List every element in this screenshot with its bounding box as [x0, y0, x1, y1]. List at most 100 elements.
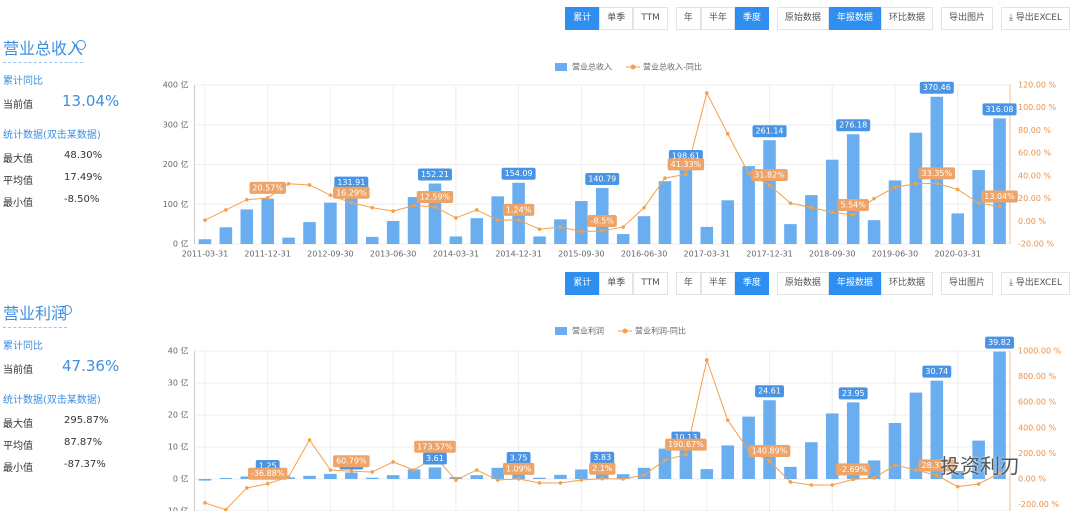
button[interactable]: 年 [675, 7, 701, 30]
x-tick-label: 2016-06-30 [621, 250, 668, 259]
button-group: 累计 单季 TTM [565, 272, 668, 295]
point [600, 476, 605, 481]
data-label: 33.35% [918, 167, 956, 180]
button[interactable]: 单季 [599, 7, 634, 30]
point [370, 470, 375, 474]
bar [825, 413, 839, 479]
button[interactable]: 导出图片 [940, 272, 993, 295]
point [851, 477, 855, 482]
data-label: 152.21 [421, 170, 449, 179]
button[interactable]: 环比数据 [880, 7, 933, 30]
point [516, 218, 521, 222]
data-label-bg [982, 103, 1017, 116]
data-label-bg [589, 462, 616, 475]
point [663, 458, 667, 462]
stat-label: 统计数据(双击某数据) [3, 395, 101, 406]
stat-value: -8.50% [64, 194, 100, 205]
button[interactable]: 季度 [734, 272, 769, 295]
data-label-bg [587, 214, 617, 227]
data-label: 140.79 [585, 173, 620, 186]
bar [721, 200, 734, 244]
data-label: 10.13 [674, 433, 697, 442]
data-label: 370.46 [923, 83, 951, 92]
y2-tick-label: 600.00 % [1018, 398, 1057, 407]
button[interactable]: 半年 [700, 7, 735, 30]
bar [386, 220, 400, 244]
button[interactable]: 导出图片 [940, 7, 993, 30]
point [935, 473, 939, 478]
data-label: -36.88% [251, 469, 285, 478]
bar [198, 239, 212, 244]
button[interactable]: TTM [633, 7, 668, 30]
point [767, 183, 772, 187]
button[interactable]: 年报数据 [828, 272, 881, 295]
data-label: 140.79 [588, 175, 616, 184]
data-label: 1.09% [502, 462, 535, 475]
data-label-bg [751, 169, 788, 182]
bar [909, 392, 923, 479]
point [307, 438, 312, 442]
data-label: 30.74 [925, 367, 948, 376]
bar [324, 202, 337, 244]
bar [386, 475, 400, 479]
x-tick-label: 2015-09-30 [558, 250, 605, 259]
bar [428, 467, 442, 479]
bar [888, 423, 902, 479]
point [579, 478, 584, 482]
bar [993, 351, 1006, 479]
button[interactable]: 年报数据 [828, 7, 881, 30]
button[interactable]: 累计 [565, 7, 600, 30]
data-label-bg [333, 186, 370, 199]
point [684, 452, 688, 457]
data-label-bg [501, 167, 536, 180]
point [872, 196, 876, 201]
x-tick-label: 2019-06-30 [872, 250, 919, 259]
bar [658, 181, 672, 244]
data-label-bg [748, 444, 791, 457]
data-label: 39.82 [988, 338, 1011, 347]
point [788, 201, 793, 205]
bar [219, 227, 233, 244]
button[interactable]: TTM [633, 272, 668, 295]
data-label-bg [502, 462, 535, 475]
button[interactable]: 季度 [734, 7, 769, 30]
point [286, 475, 291, 479]
stat-label: 平均值 [3, 441, 33, 452]
y-tick-label: 20 亿 [168, 410, 189, 420]
data-label: 60.79% [333, 455, 370, 468]
bar [240, 209, 254, 244]
data-label-bg [918, 167, 956, 180]
data-label-bg [918, 459, 956, 472]
bar [951, 471, 964, 479]
legend-swatch [555, 63, 567, 71]
button[interactable]: 累计 [565, 272, 600, 295]
button[interactable]: 原始数据 [776, 272, 829, 295]
point [705, 91, 709, 95]
point [579, 229, 584, 234]
button[interactable]: 半年 [700, 272, 735, 295]
button[interactable]: ⤓ 导出EXCEL [1000, 7, 1070, 30]
button[interactable]: 原始数据 [776, 7, 829, 30]
data-label-bg [838, 387, 868, 400]
point [203, 501, 207, 505]
button[interactable]: 单季 [599, 272, 634, 295]
y2-tick-label: 200.00 % [1018, 449, 1057, 458]
point [495, 478, 500, 482]
point [537, 481, 542, 485]
data-label: 12.59% [416, 190, 454, 203]
point [495, 218, 500, 222]
button[interactable]: ⤓ 导出EXCEL [1000, 272, 1070, 295]
button[interactable]: 年 [675, 272, 701, 295]
bar [282, 237, 295, 244]
point [203, 218, 207, 222]
button[interactable]: 环比数据 [880, 272, 933, 295]
point [412, 468, 416, 472]
point [244, 197, 249, 202]
point [433, 205, 437, 209]
bar [993, 118, 1006, 244]
point [830, 210, 835, 214]
data-label: 3.75 [510, 454, 528, 463]
legend-swatch [630, 64, 636, 70]
stat-value: 48.30% [64, 150, 103, 161]
y2-tick-label: -20.00 % [1018, 240, 1054, 249]
